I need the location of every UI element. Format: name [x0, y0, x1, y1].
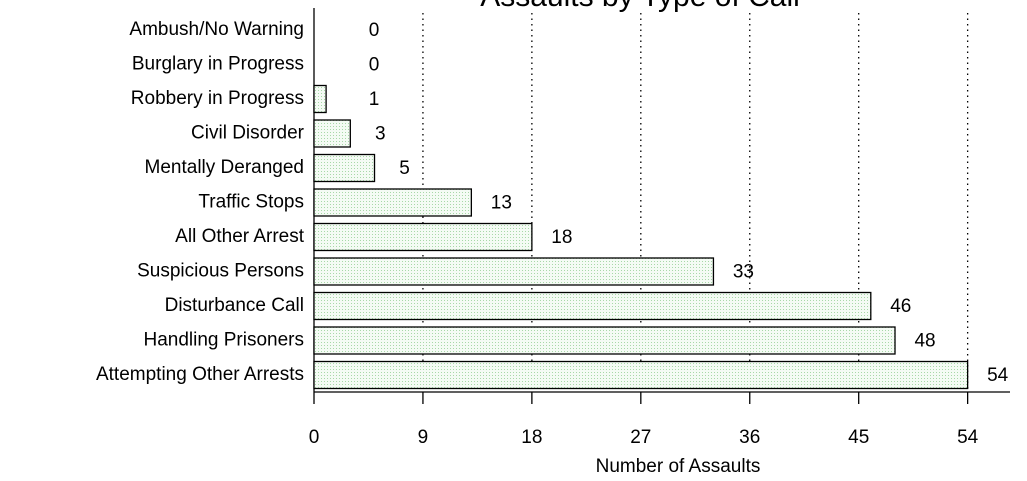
y-tick-label: Burglary in Progress: [132, 54, 304, 75]
value-label: 13: [491, 193, 512, 214]
x-tick-label: 18: [521, 427, 542, 448]
bar: [313, 257, 715, 286]
value-label: 0: [369, 20, 380, 41]
y-tick-label: Attempting Other Arrests: [96, 364, 304, 385]
bar: [313, 84, 327, 114]
value-label: 54: [987, 365, 1009, 386]
y-tick-label: Robbery in Progress: [131, 88, 304, 109]
bar: [313, 188, 473, 217]
value-label: 33: [733, 262, 754, 283]
y-tick-label: Ambush/No Warning: [129, 19, 304, 40]
chart-title: Assaults by Type of Call: [480, 0, 800, 13]
y-tick-label: Traffic Stops: [198, 192, 304, 213]
y-tick-label: Disturbance Call: [165, 295, 304, 316]
bar: [313, 119, 351, 148]
y-tick-label: Civil Disorder: [191, 123, 305, 144]
y-tick-label: All Other Arrest: [175, 226, 305, 247]
x-tick-label: 0: [309, 427, 320, 448]
x-tick-label: 45: [848, 427, 869, 448]
value-label: 5: [399, 158, 410, 179]
x-axis-label: Number of Assaults: [596, 456, 761, 477]
x-tick-label: 27: [630, 427, 651, 448]
y-tick-label: Handling Prisoners: [143, 330, 304, 351]
value-label: 18: [551, 227, 572, 248]
x-tick-label: 54: [957, 427, 979, 448]
bar: [313, 326, 896, 355]
bar: [313, 153, 376, 183]
bar: [313, 360, 969, 390]
value-label: 46: [890, 296, 911, 317]
value-label: 0: [369, 55, 380, 76]
bar: [313, 291, 872, 321]
value-label: 48: [914, 331, 935, 352]
value-label: 3: [375, 124, 386, 145]
x-tick-label: 36: [739, 427, 760, 448]
value-label: 1: [369, 89, 380, 110]
x-tick-label: 9: [418, 427, 429, 448]
y-tick-label: Mentally Deranged: [145, 157, 304, 178]
y-tick-label: Suspicious Persons: [137, 261, 304, 282]
bar: [313, 222, 533, 252]
